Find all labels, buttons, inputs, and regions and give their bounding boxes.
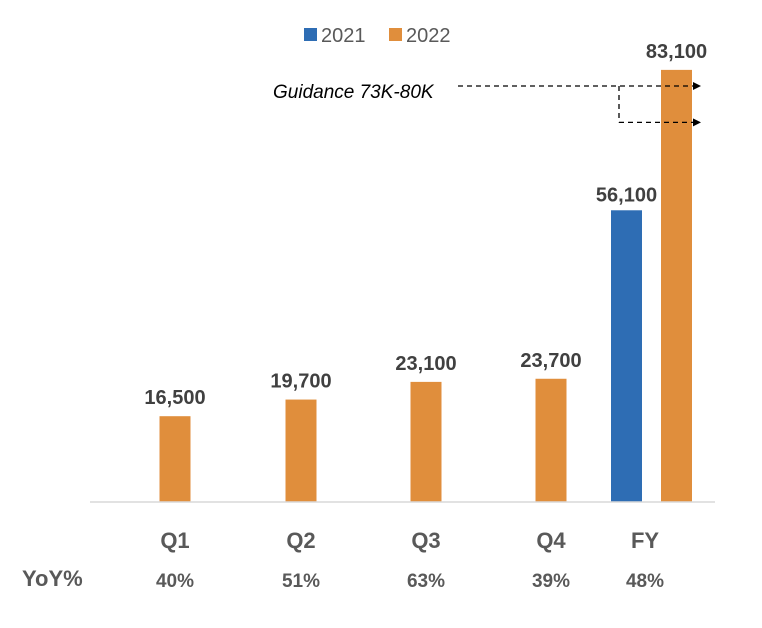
data-label-2021-fy: 56,100 [596, 184, 657, 206]
category-label-q1: Q1 [160, 528, 189, 553]
legend-swatch-2021 [304, 28, 317, 41]
yoy-title: YoY% [22, 566, 83, 591]
category-label-q2: Q2 [286, 528, 315, 553]
bar-2022-q3 [410, 381, 442, 502]
data-label-2022-q3: 23,100 [395, 353, 456, 375]
yoy-value-fy: 48% [626, 571, 664, 592]
category-label-q3: Q3 [411, 528, 440, 553]
data-label-2022-fy: 83,100 [646, 41, 707, 63]
legend-swatch-2022 [389, 28, 402, 41]
bar-2022-q1 [159, 416, 191, 502]
bars-group [159, 69, 692, 502]
legend: 2021 2022 [304, 25, 451, 47]
bar-2022-q4 [535, 378, 567, 502]
yoy-value-q3: 63% [407, 571, 445, 592]
data-label-2022-q2: 19,700 [270, 371, 331, 393]
category-label-q4: Q4 [536, 528, 566, 553]
category-labels-group: Q1 Q2 Q3 Q4 FY [160, 528, 659, 553]
bar-2022-fy [661, 69, 692, 502]
bar-2022-q2 [285, 399, 317, 502]
guidance-text: Guidance 73K-80K [273, 82, 435, 103]
yoy-value-q4: 39% [532, 571, 570, 592]
yoy-row: YoY% 40% 51% 63% 39% 48% [22, 566, 664, 592]
data-label-2022-q1: 16,500 [144, 387, 205, 409]
bar-2021-fy [611, 210, 642, 502]
guidance-annotation: Guidance 73K-80K [273, 82, 701, 127]
data-labels-group: 16,500 19,700 23,100 23,700 56,100 83,100 [144, 41, 707, 409]
yoy-value-q1: 40% [156, 571, 194, 592]
data-label-2022-q4: 23,700 [520, 350, 581, 372]
yoy-value-q2: 51% [282, 571, 320, 592]
legend-label-2022: 2022 [406, 25, 451, 47]
category-label-fy: FY [631, 528, 659, 553]
legend-label-2021: 2021 [321, 25, 366, 47]
